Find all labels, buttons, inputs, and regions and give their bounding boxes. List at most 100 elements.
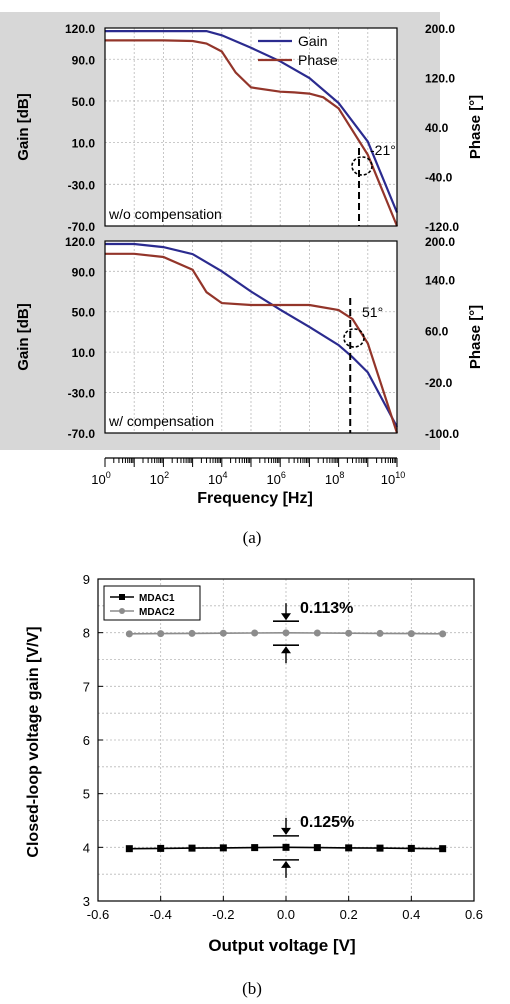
gain-tick-label: 90.0 <box>72 53 96 67</box>
data-point-mdac2 <box>251 629 259 637</box>
gain-tick-label: 120.0 <box>65 235 95 249</box>
frequency-tick-label: 108 <box>325 470 344 487</box>
data-point-mdac2 <box>282 629 290 637</box>
phase-margin-circle <box>343 328 365 348</box>
y-tick-label: 7 <box>83 679 90 694</box>
legend-marker-mdac1 <box>119 594 125 600</box>
y-tick-label: 3 <box>83 894 90 909</box>
gain-axis-title: Gain [dB] <box>15 93 32 161</box>
phase-axis-title: Phase [°] <box>467 95 484 159</box>
legend-label-gain: Gain <box>298 33 328 49</box>
data-point-mdac1 <box>125 845 133 853</box>
phase-tick-label: 200.0 <box>425 235 455 249</box>
data-point-mdac2 <box>125 630 133 638</box>
gain-tick-label: -70.0 <box>68 427 96 441</box>
arrow-head-down <box>281 827 291 835</box>
series-line-phase <box>105 39 399 227</box>
gain-axis-title: Gain [dB] <box>15 303 32 371</box>
data-point-mdac1 <box>313 844 321 852</box>
frequency-tick-label: 1010 <box>381 470 405 487</box>
panel-b-label: (b) <box>242 979 262 998</box>
data-point-mdac1 <box>219 844 227 852</box>
gain-tick-label: -70.0 <box>68 220 96 234</box>
frequency-tick-label: 106 <box>266 470 285 487</box>
data-point-mdac1 <box>376 844 384 852</box>
data-point-mdac2 <box>376 629 384 637</box>
series-line-phase <box>105 252 399 434</box>
series-line-gain <box>105 30 399 213</box>
phase-tick-label: -100.0 <box>425 427 459 441</box>
data-point-mdac2 <box>157 630 165 638</box>
gain-tick-label: 50.0 <box>72 306 96 320</box>
x-tick-label: 0.0 <box>277 907 295 922</box>
y-tick-label: 4 <box>83 840 90 855</box>
data-point-mdac2 <box>313 629 321 637</box>
legend-label-phase: Phase <box>298 52 338 68</box>
legend-label-mdac1: MDAC1 <box>139 593 175 604</box>
condition-label: w/o compensation <box>108 206 222 222</box>
gain-tick-label: -30.0 <box>68 387 96 401</box>
gain-tick-label: 10.0 <box>72 346 96 360</box>
data-point-mdac1 <box>345 844 353 852</box>
phase-tick-label: -120.0 <box>425 220 459 234</box>
arrow-head-down <box>281 613 291 621</box>
y-tick-label: 8 <box>83 626 90 641</box>
arrow-head-up <box>281 860 291 868</box>
deviation-label: 0.125% <box>300 814 354 831</box>
frequency-tick-label: 100 <box>91 470 110 487</box>
data-point-mdac1 <box>439 845 447 853</box>
legend-label-mdac2: MDAC2 <box>139 607 175 618</box>
bode-chart-with-compensation: 120.0 90.0 50.0 10.0 -30.0 -70.0 200.0 140.0 60.… <box>15 235 484 441</box>
deviation-label: 0.113% <box>300 600 353 617</box>
data-point-mdac2 <box>439 630 447 638</box>
phase-tick-label: 140.0 <box>425 273 455 287</box>
gain-tick-label: 10.0 <box>72 137 96 151</box>
gain-tick-label: -30.0 <box>68 178 96 192</box>
x-tick-label: -0.2 <box>212 907 234 922</box>
gain-tick-label: 90.0 <box>72 265 96 279</box>
gain-tick-label: 120.0 <box>65 22 95 36</box>
arrow-head-up <box>281 646 291 654</box>
y-tick-label: 6 <box>83 733 90 748</box>
phase-axis-title: Phase [°] <box>467 305 484 369</box>
x-tick-label: 0.4 <box>402 907 420 922</box>
panel-a-label: (a) <box>243 528 262 547</box>
data-point-mdac1 <box>282 843 290 851</box>
legend-box <box>103 585 201 621</box>
legend-marker-mdac2 <box>119 608 125 614</box>
phase-tick-label: 60.0 <box>425 325 449 339</box>
condition-label: w/ compensation <box>108 413 214 429</box>
data-point-mdac1 <box>407 844 415 852</box>
phase-tick-label: 120.0 <box>425 72 455 86</box>
x-tick-label: -0.4 <box>149 907 171 922</box>
data-point-mdac1 <box>251 844 259 852</box>
frequency-axis-label: Frequency [Hz] <box>197 490 313 507</box>
phase-tick-label: -20.0 <box>425 376 453 390</box>
gain-tick-label: 50.0 <box>72 95 96 109</box>
phase-tick-label: 200.0 <box>425 22 455 36</box>
mdac-gain-chart: -0.6 -0.4 -0.2 0.0 0.2 0.4 0.6 3 4 5 6 7 8 9 MDAC1 MDAC… <box>83 572 483 922</box>
y-tick-label: 5 <box>83 787 90 802</box>
bode-chart-without-compensation: 120.0 90.0 50.0 10.0 -30.0 -70.0 200.0 120.0 40.… <box>15 22 484 234</box>
closed-loop-gain-axis-label: Closed-loop voltage gain [V/V] <box>25 626 42 857</box>
frequency-axis: 100 102 104 106 108 1010 <box>91 457 405 487</box>
data-point-mdac1 <box>157 844 165 852</box>
plot-frame <box>104 240 398 434</box>
phase-tick-label: 40.0 <box>425 121 449 135</box>
data-point-mdac2 <box>407 630 415 638</box>
frequency-tick-label: 102 <box>150 470 169 487</box>
phase-margin-label: 51° <box>362 304 383 320</box>
plot-frame <box>104 27 398 227</box>
x-tick-label: -0.6 <box>87 907 109 922</box>
y-tick-label: 9 <box>83 572 90 587</box>
phase-margin-label: -21° <box>370 142 396 158</box>
data-point-mdac2 <box>188 629 196 637</box>
frequency-tick-label: 104 <box>208 470 227 487</box>
phase-tick-label: -40.0 <box>425 171 453 185</box>
data-point-mdac1 <box>188 844 196 852</box>
data-point-mdac2 <box>219 629 227 637</box>
x-tick-label: 0.6 <box>465 907 483 922</box>
series-line-gain <box>105 242 398 428</box>
phase-margin-circle <box>351 156 373 176</box>
